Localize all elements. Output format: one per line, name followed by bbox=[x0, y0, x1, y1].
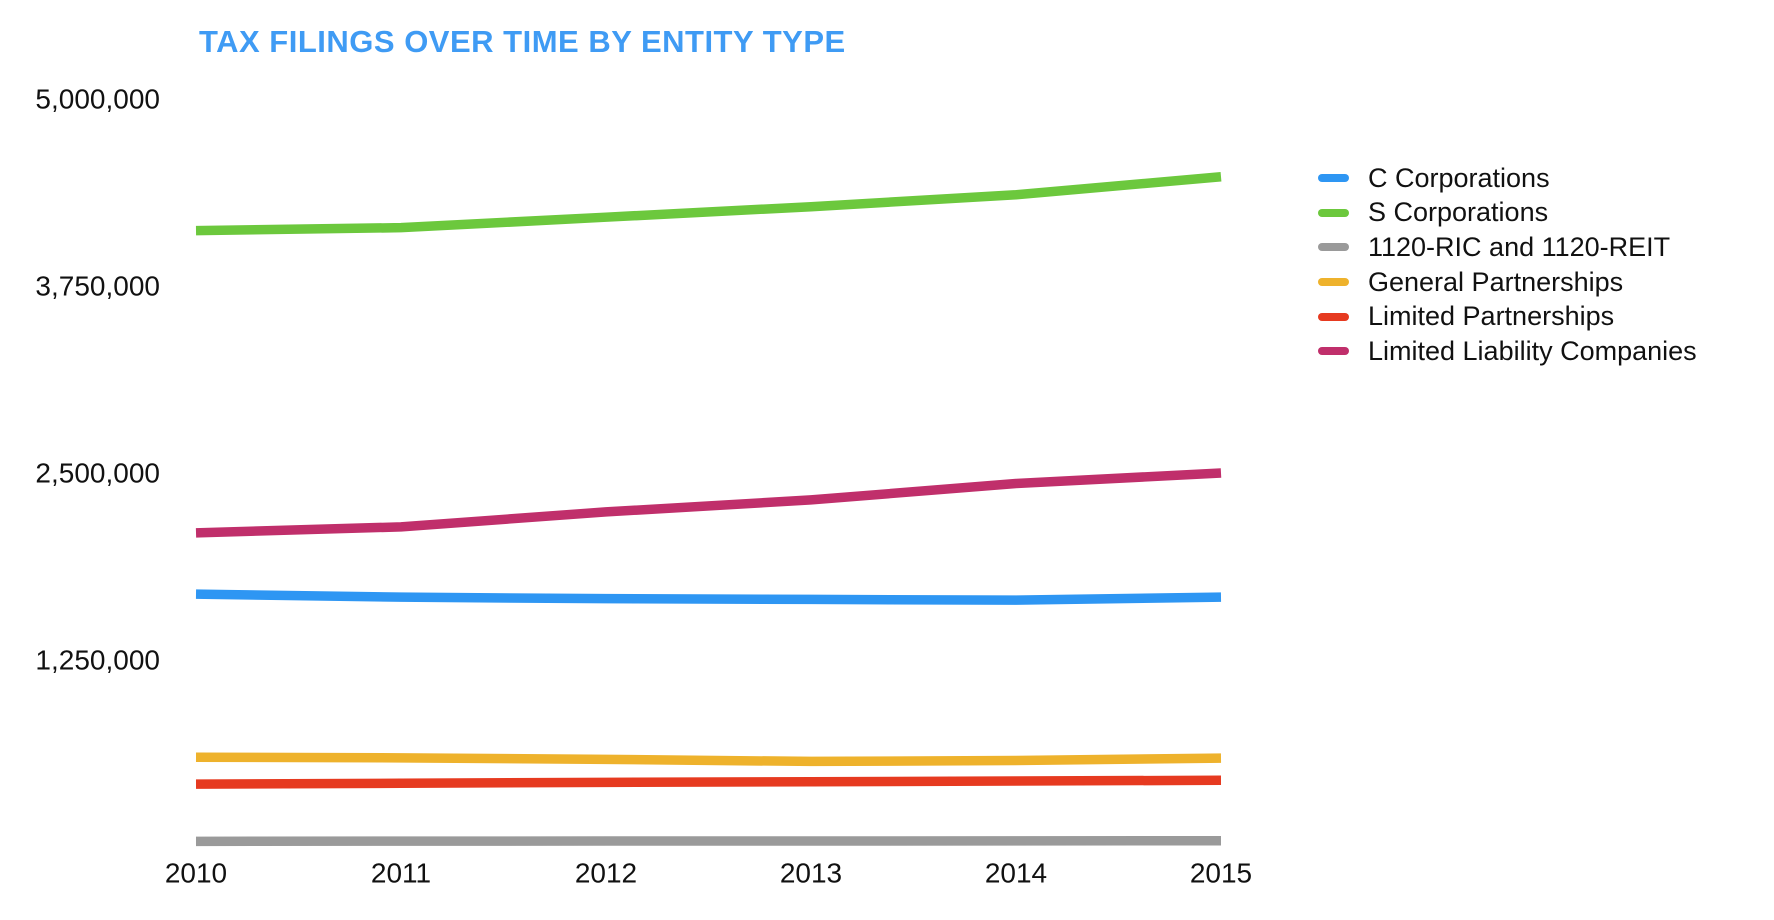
legend-swatch-icon bbox=[1318, 174, 1349, 183]
chart-title: TAX FILINGS OVER TIME BY ENTITY TYPE bbox=[199, 24, 846, 59]
series-line-c-corporations bbox=[195, 589, 1222, 605]
y-axis-tick-label: 1,250,000 bbox=[35, 645, 160, 676]
legend-swatch-icon bbox=[1318, 312, 1349, 321]
series-line-limited-partnerships bbox=[195, 775, 1222, 789]
legend-swatch-icon bbox=[1318, 208, 1349, 217]
legend-item: Limited Partnerships bbox=[1318, 299, 1697, 334]
legend-label: S Corporations bbox=[1368, 197, 1549, 228]
legend-item: 1120-RIC and 1120-REIT bbox=[1318, 230, 1697, 265]
x-axis-tick-label: 2010 bbox=[165, 858, 227, 889]
x-axis-tick-label: 2014 bbox=[985, 858, 1047, 889]
legend-label: 1120-RIC and 1120-REIT bbox=[1368, 231, 1671, 262]
series-line-limited-liability-companies bbox=[195, 468, 1222, 538]
legend-item: General Partnerships bbox=[1318, 265, 1697, 300]
legend-swatch-icon bbox=[1318, 278, 1349, 287]
x-axis-tick-label: 2011 bbox=[371, 858, 431, 889]
y-axis-tick-label: 5,000,000 bbox=[35, 84, 160, 115]
x-axis-tick-label: 2015 bbox=[1190, 858, 1252, 889]
legend-swatch-icon bbox=[1318, 243, 1349, 252]
chart-legend: C Corporations S Corporations 1120-RIC and… bbox=[1318, 161, 1697, 369]
series-line-s-corporations bbox=[195, 172, 1222, 236]
y-axis-tick-label: 3,750,000 bbox=[35, 271, 160, 302]
series-line-1120-ric-and-1120-reit bbox=[195, 835, 1222, 847]
legend-label: C Corporations bbox=[1368, 162, 1550, 193]
legend-item: S Corporations bbox=[1318, 196, 1697, 231]
legend-item: C Corporations bbox=[1318, 161, 1697, 196]
x-axis-tick-label: 2012 bbox=[575, 858, 637, 889]
y-axis-tick-label: 2,500,000 bbox=[35, 458, 160, 489]
series-line-general-partnerships bbox=[195, 752, 1222, 767]
legend-label: Limited Liability Companies bbox=[1368, 335, 1697, 366]
legend-swatch-icon bbox=[1318, 347, 1349, 356]
legend-label: Limited Partnerships bbox=[1368, 301, 1615, 332]
legend-item: Limited Liability Companies bbox=[1318, 334, 1697, 369]
legend-label: General Partnerships bbox=[1368, 266, 1624, 297]
x-axis-tick-label: 2013 bbox=[780, 858, 842, 889]
